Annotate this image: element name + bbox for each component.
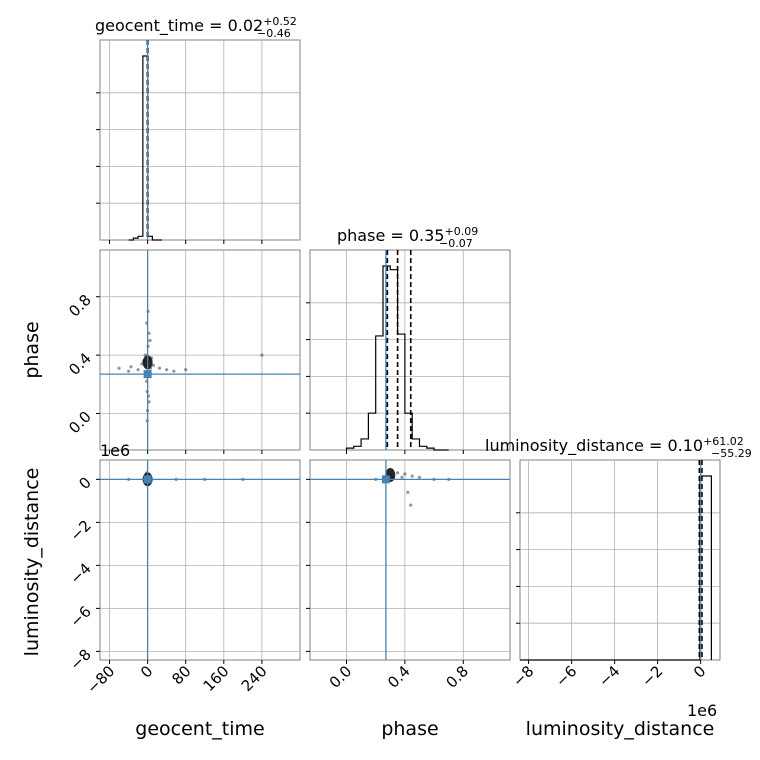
x-tick-label: 240: [238, 662, 271, 695]
scatter-point: [151, 363, 155, 367]
x-tick-label: −80: [83, 662, 118, 697]
y-tick-label: −6: [66, 602, 94, 630]
y-tick-label: 0: [75, 473, 94, 492]
title-phase: phase = 0.35+0.09: [337, 225, 478, 245]
title-geocent-time-sub: −0.46: [257, 27, 291, 40]
ylabel-phase: phase: [21, 321, 43, 378]
panel-frame: [99, 249, 301, 451]
panel-frame: [99, 459, 301, 661]
truth-marker: [381, 475, 390, 484]
scatter-point: [129, 365, 133, 369]
x-tick-label: 80: [168, 662, 194, 688]
x-tick-label: −2: [638, 662, 666, 690]
x-tick-label: −4: [595, 662, 623, 690]
x-tick-label: −6: [552, 662, 580, 690]
panel-frame: [99, 39, 301, 241]
xlabel-phase: phase: [381, 718, 438, 740]
x-scale-offset: 1e6: [687, 701, 717, 720]
y-tick-label: −2: [66, 516, 94, 544]
scatter-point: [184, 368, 188, 372]
x-tick-label: 0: [137, 662, 156, 681]
x-tick-label: 160: [200, 662, 233, 695]
xlabel-geocent-time: geocent_time: [135, 718, 264, 740]
x-tick-label: −8: [509, 662, 537, 690]
y-tick-label: −4: [66, 559, 94, 587]
scatter-point: [406, 490, 410, 494]
x-tick-label: 0.8: [443, 662, 473, 692]
scatter-point: [126, 369, 131, 373]
panel-frame: [519, 459, 721, 661]
y-tick-label: 0.0: [65, 408, 95, 438]
x-tick-label: 0: [690, 662, 709, 681]
y-tick-label: 0.4: [65, 349, 95, 379]
histogram-step: [345, 265, 449, 451]
truth-marker: [143, 475, 152, 484]
title-geocent-time: geocent_time = 0.02+0.52: [95, 15, 297, 36]
scatter-point: [403, 472, 407, 476]
ylabel-luminosity-distance: luminosity_distance: [21, 468, 43, 657]
scatter-point: [260, 353, 264, 357]
truth-marker: [143, 370, 152, 379]
scatter-point: [409, 503, 413, 507]
scatter-point: [400, 475, 404, 479]
y-tick-label: 0.8: [65, 291, 95, 321]
scatter-point: [117, 366, 121, 370]
title-luminosity-distance-sub: −55.29: [711, 447, 752, 460]
scatter-point: [157, 366, 162, 370]
scatter-point: [172, 369, 176, 373]
x-tick-label: 0.0: [326, 662, 356, 692]
scatter-point: [395, 471, 400, 475]
xlabel-luminosity-distance: luminosity_distance: [526, 718, 715, 740]
y-tick-label: −8: [66, 645, 94, 673]
scatter-point: [136, 368, 140, 372]
title-luminosity-distance: luminosity_distance = 0.10+61.02: [485, 435, 744, 456]
scatter-point: [417, 475, 422, 479]
histogram-step: [128, 55, 162, 241]
scatter-point: [410, 474, 414, 478]
scatter-point: [165, 368, 169, 372]
scatter-point: [148, 338, 152, 343]
panel-frame: [309, 459, 511, 661]
title-phase-sub: −0.07: [439, 237, 473, 250]
y-scale-offset: 1e6: [100, 441, 130, 460]
x-tick-label: 0.4: [384, 662, 414, 692]
